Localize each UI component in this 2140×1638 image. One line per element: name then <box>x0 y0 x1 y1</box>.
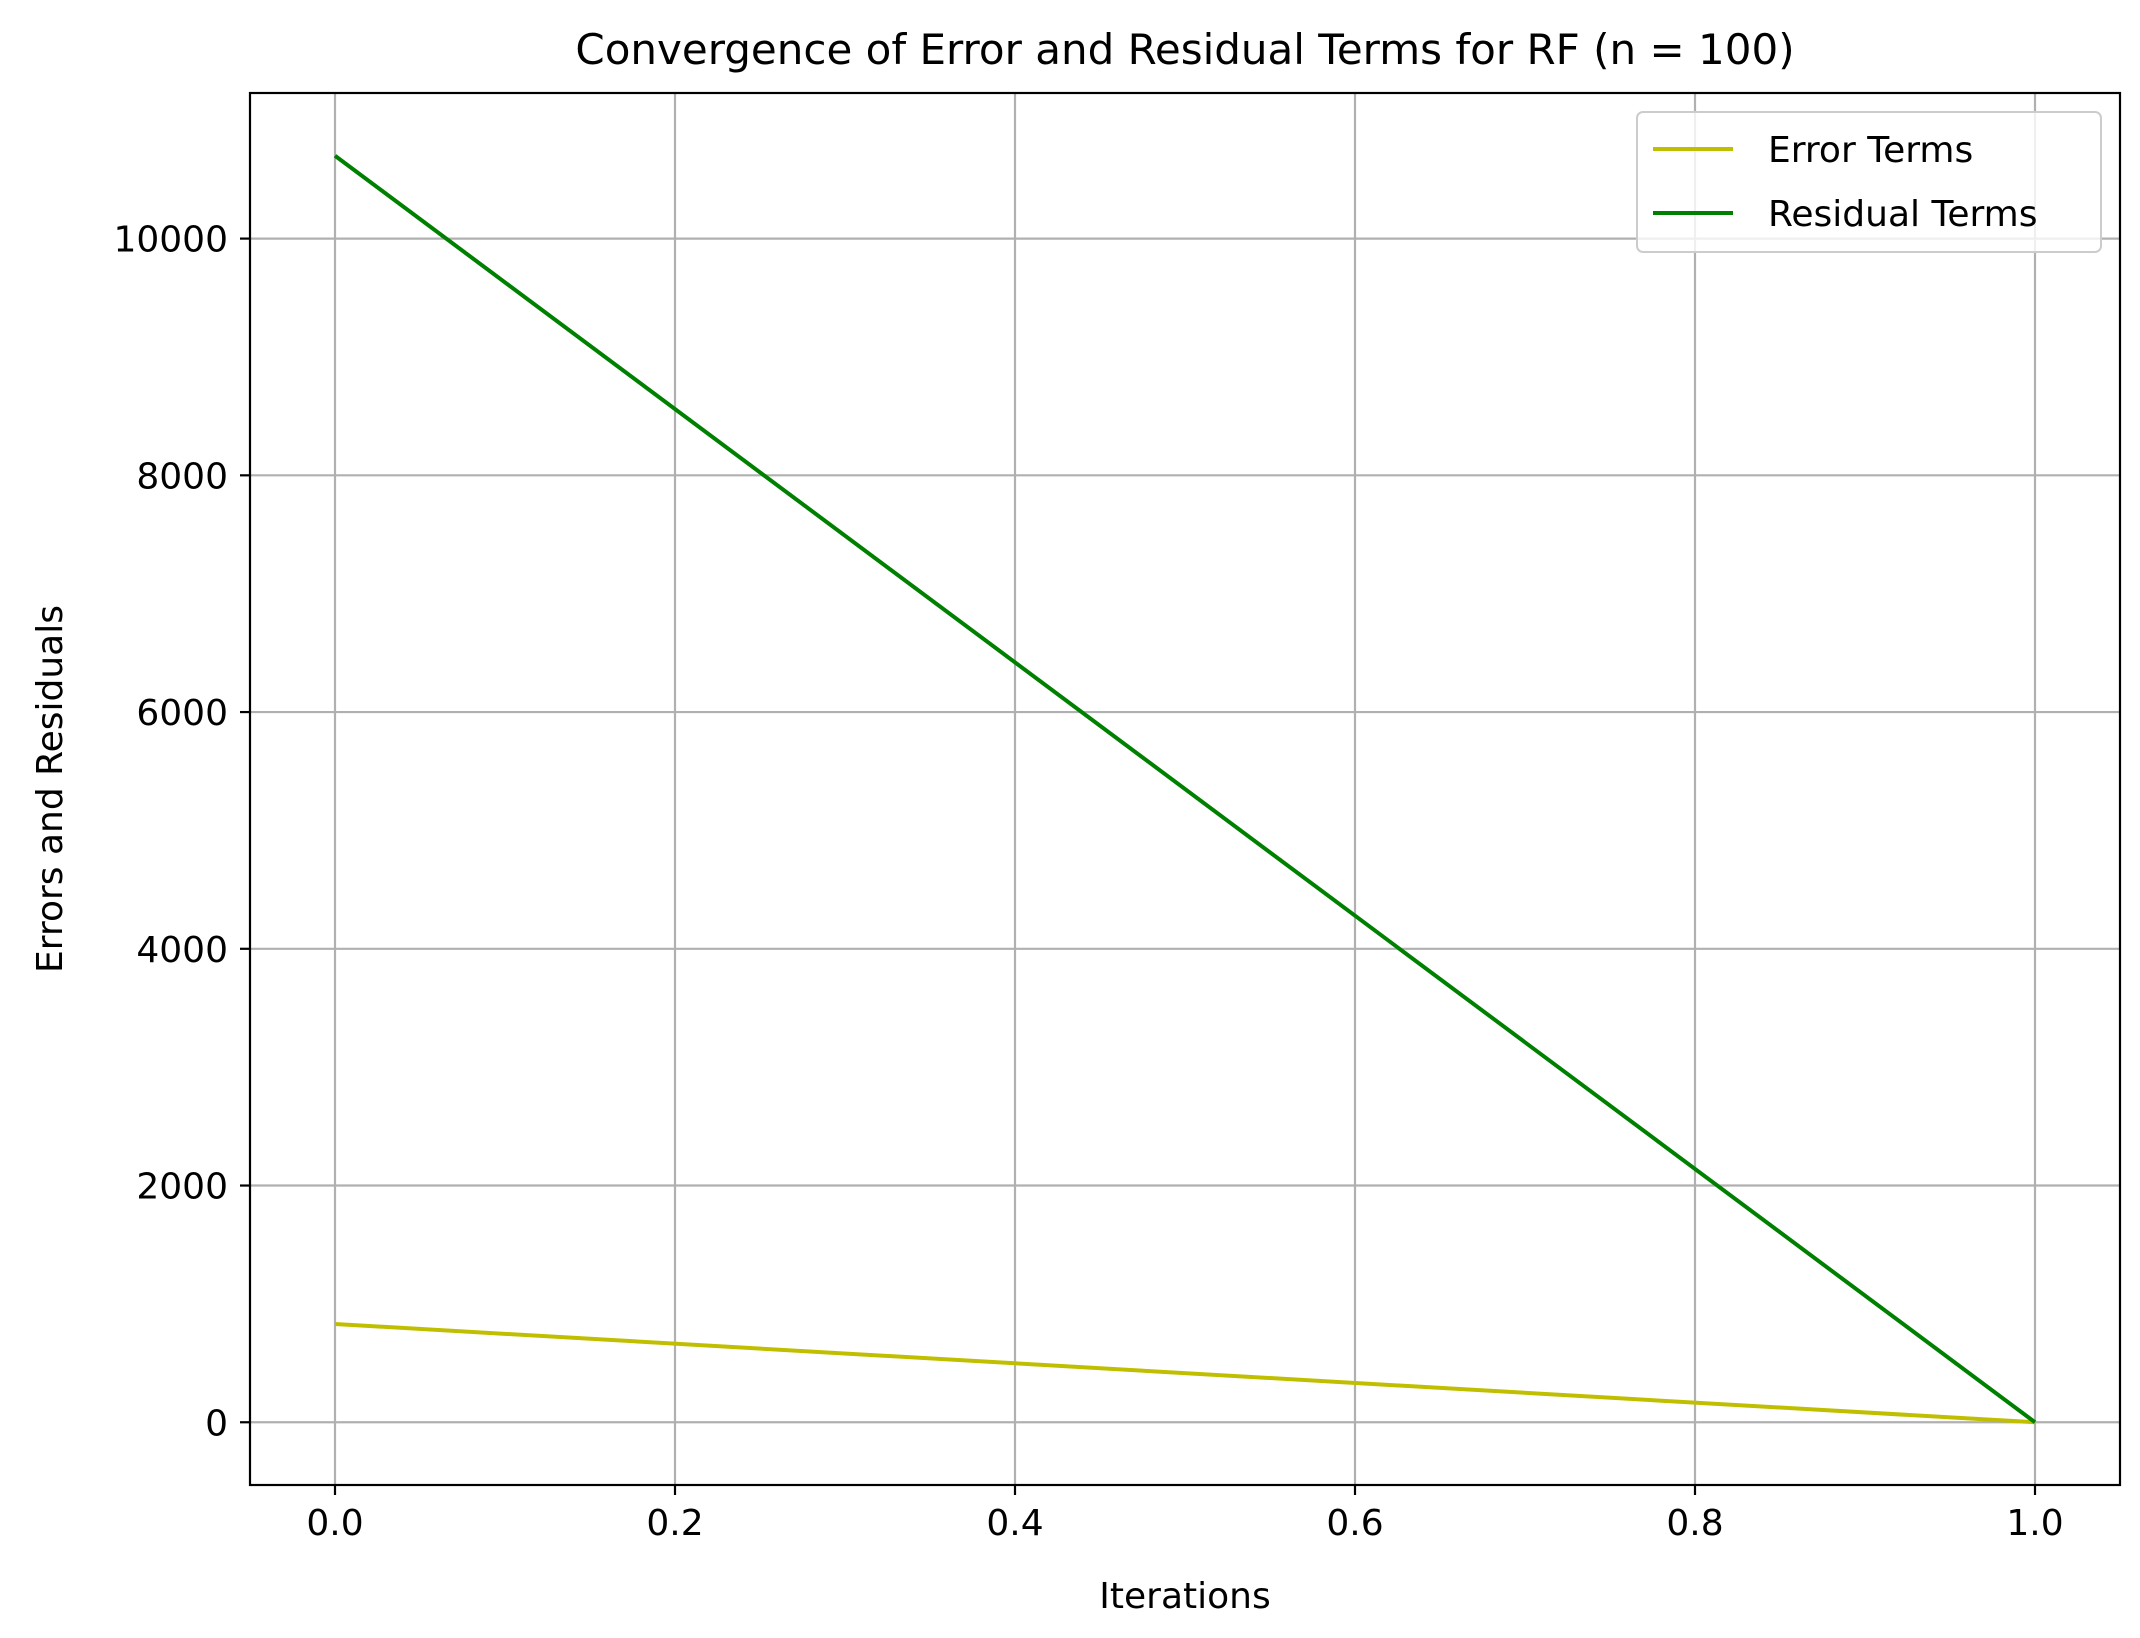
legend: Error Terms Residual Terms <box>1636 111 2102 253</box>
y-axis-label: Errors and Residuals <box>30 605 71 973</box>
legend-label-residual-terms: Residual Terms <box>1768 194 2038 235</box>
x-tick-label: 0.4 <box>986 1503 1043 1544</box>
y-tick-label: 6000 <box>136 693 228 734</box>
chart-title: Convergence of Error and Residual Terms … <box>575 25 1794 74</box>
x-tick-label: 1.0 <box>2006 1503 2063 1544</box>
x-axis-label: Iterations <box>1099 1576 1270 1617</box>
legend-label-error-terms: Error Terms <box>1768 130 1973 171</box>
y-tick-label: 0 <box>205 1403 228 1444</box>
axes-frame <box>248 91 2122 1487</box>
y-tick-label: 10000 <box>113 220 228 261</box>
series-line-error-terms <box>334 1322 2036 1425</box>
x-tick-label: 0.0 <box>306 1503 363 1544</box>
series-line-residual-terms <box>333 154 2037 1424</box>
series-layer <box>333 154 2037 1425</box>
x-tick-label: 0.8 <box>1666 1503 1723 1544</box>
legend-frame <box>1636 111 2102 253</box>
x-tick-label: 0.6 <box>1326 1503 1383 1544</box>
x-tick-label: 0.2 <box>646 1503 703 1544</box>
y-tick-label: 4000 <box>136 930 228 971</box>
grid <box>250 93 2120 1485</box>
y-tick-label: 8000 <box>136 456 228 497</box>
ticks: 0.0 0.2 0.4 0.6 0.8 1.0 0 2000 4000 6000 8000 10000 <box>113 220 2063 1544</box>
y-tick-label: 2000 <box>136 1167 228 1208</box>
